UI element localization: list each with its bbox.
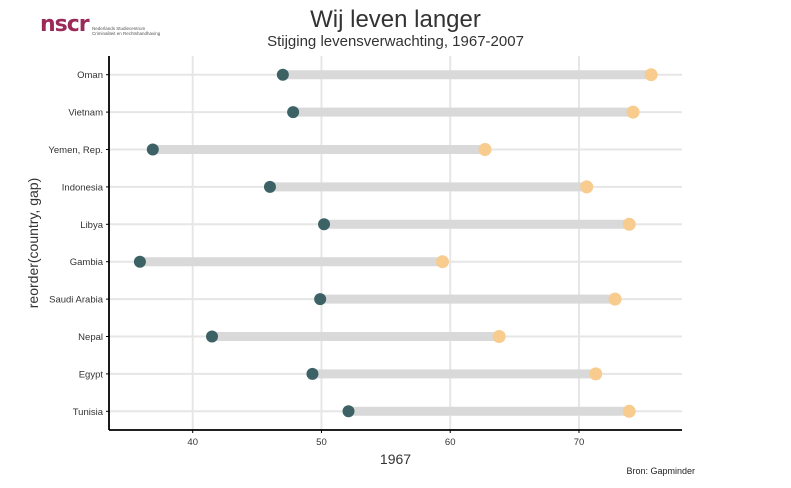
point-start-3: [263, 180, 276, 193]
source-caption: Bron: Gapminder: [626, 466, 695, 476]
logo-mark: nscr: [40, 12, 90, 37]
point-end-9: [622, 404, 636, 418]
logo-line-1: Nederlands Studiecentrum: [92, 26, 146, 31]
logo-line-2: Criminaliteit en Rechtshandhaving: [92, 31, 161, 36]
y-tick-label: Libya: [80, 220, 103, 231]
point-end-0: [644, 68, 658, 82]
tick-labels: Oman Vietnam Yemen, Rep. Indonesia Libya Gamb…: [25, 70, 584, 467]
point-end-3: [580, 180, 594, 194]
y-tick-label: Tunisia: [73, 407, 104, 418]
x-axis-label: 1967: [380, 451, 411, 467]
chart-title: Wij leven langer: [310, 6, 481, 33]
nscr-logo: nscr Nederlands Studiecentrum Criminalit…: [40, 12, 170, 44]
point-start-9: [342, 405, 355, 418]
point-start-1: [287, 106, 300, 119]
y-tick-label: Saudi Arabia: [49, 295, 104, 306]
point-end-5: [435, 255, 449, 269]
y-tick-label: Vietnam: [68, 108, 103, 119]
axes: [106, 56, 682, 433]
point-start-0: [276, 68, 289, 81]
point-end-1: [626, 105, 640, 119]
x-tick-label: 40: [187, 437, 198, 448]
x-tick-label: 70: [574, 437, 585, 448]
y-tick-label: Indonesia: [62, 182, 104, 193]
x-tick-label: 60: [445, 437, 456, 448]
y-tick-label: Nepal: [78, 332, 103, 343]
point-end-2: [478, 143, 492, 156]
point-end-4: [622, 217, 636, 231]
point-start-6: [314, 293, 327, 306]
logo-subtitle: Nederlands Studiecentrum Criminaliteit e…: [92, 26, 172, 36]
points: [133, 68, 658, 418]
point-start-7: [206, 330, 219, 343]
chart-subtitle: Stijging levensverwachting, 1967-2007: [267, 33, 524, 50]
y-tick-label: Oman: [77, 70, 103, 81]
y-tick-label: Yemen, Rep.: [48, 145, 103, 156]
point-end-6: [608, 292, 622, 306]
y-tick-label: Egypt: [79, 369, 104, 380]
x-tick-label: 50: [316, 437, 327, 448]
point-start-4: [318, 218, 331, 231]
segments: [139, 70, 652, 416]
point-start-5: [133, 255, 146, 268]
point-end-8: [589, 367, 603, 381]
point-start-8: [306, 367, 319, 380]
point-end-7: [492, 330, 506, 343]
point-start-2: [146, 143, 159, 156]
y-tick-label: Gambia: [70, 257, 104, 268]
y-axis-label: reorder(country, gap): [25, 178, 41, 308]
